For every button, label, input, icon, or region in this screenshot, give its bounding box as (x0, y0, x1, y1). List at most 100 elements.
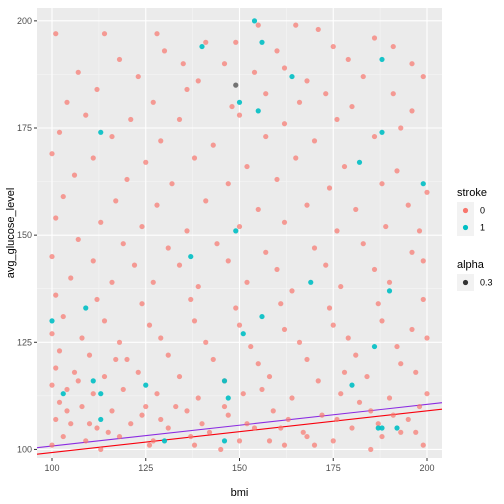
data-point-1-27 (386, 288, 393, 294)
data-point-0-7 (315, 26, 321, 33)
data-point-0-135 (394, 343, 400, 350)
data-point-0-62 (225, 181, 231, 187)
data-point-1-5 (98, 416, 104, 423)
data-point-0-26 (94, 86, 100, 93)
legend-label-alpha: 0.3 (480, 278, 493, 288)
data-point-0-127 (49, 331, 55, 337)
data-point-0-79 (236, 223, 243, 230)
data-point-0-64 (326, 185, 333, 191)
data-point-1-18 (259, 313, 265, 320)
data-point-1-9 (199, 43, 205, 50)
data-point-0-10 (161, 48, 168, 54)
data-point-1-1 (60, 391, 66, 397)
data-point-0-0 (53, 31, 59, 37)
data-point-0-73 (353, 206, 359, 213)
data-point-0-67 (60, 193, 66, 200)
x-tick-label: 125 (138, 463, 153, 473)
data-point-0-41 (281, 121, 288, 127)
data-point-0-37 (83, 112, 89, 118)
data-point-1-32 (143, 382, 149, 388)
data-point-1-4 (98, 391, 104, 397)
data-point-0-188 (83, 438, 89, 444)
data-point-0-70 (203, 198, 209, 204)
data-point-0-121 (191, 318, 198, 324)
data-point-0-185 (349, 425, 355, 431)
data-point-0-162 (240, 391, 246, 397)
data-point-1-26 (379, 425, 385, 431)
data-point-1-22 (371, 343, 378, 350)
x-tick-label: 150 (232, 463, 247, 473)
data-point-0-45 (109, 133, 115, 140)
data-point-0-119 (101, 318, 108, 324)
data-point-0-147 (71, 369, 78, 375)
data-point-0-63 (274, 176, 280, 183)
data-point-0-71 (255, 206, 261, 213)
data-point-1-10 (221, 378, 228, 384)
data-point-0-217 (105, 429, 111, 435)
data-point-0-214 (278, 425, 284, 431)
data-point-0-13 (116, 56, 123, 63)
data-point-0-9 (390, 43, 396, 50)
data-point-0-28 (263, 91, 269, 97)
data-point-0-33 (229, 103, 235, 110)
data-point-0-209 (341, 369, 348, 375)
y-tick-label: 150 (17, 230, 32, 240)
data-point-0-211 (86, 421, 93, 427)
data-point-0-124 (330, 322, 336, 328)
data-point-0-78 (184, 228, 190, 234)
data-point-0-74 (405, 202, 411, 208)
data-point-0-205 (173, 403, 179, 410)
data-point-0-140 (165, 352, 171, 358)
data-point-0-95 (176, 262, 183, 268)
data-point-0-191 (191, 442, 198, 448)
data-point-0-126 (409, 326, 415, 333)
data-point-0-87 (214, 241, 220, 247)
data-point-0-40 (236, 112, 243, 118)
data-point-0-116 (375, 301, 381, 307)
data-point-0-189 (116, 433, 123, 440)
data-point-0-61 (169, 181, 175, 187)
data-point-0-69 (154, 202, 160, 208)
data-point-0-12 (330, 43, 336, 50)
data-point-0-57 (341, 163, 348, 170)
data-point-0-161 (195, 395, 201, 401)
x-tick-label: 175 (326, 463, 341, 473)
data-point-0-2 (154, 31, 160, 37)
data-point-0-197 (49, 442, 55, 448)
data-point-0-4 (233, 39, 239, 45)
data-point-0-53 (143, 159, 149, 165)
data-point-0-180 (128, 421, 134, 427)
y-tick-label: 200 (17, 16, 32, 26)
data-point-0-223 (188, 433, 194, 440)
data-point-0-183 (251, 425, 258, 431)
data-point-0-46 (158, 138, 164, 144)
data-point-0-182 (206, 429, 213, 435)
data-point-0-30 (390, 91, 396, 97)
data-point-0-110 (94, 296, 100, 303)
data-point-0-167 (56, 399, 63, 405)
data-point-1-24 (379, 56, 385, 63)
data-point-0-199 (146, 442, 153, 448)
data-point-0-72 (304, 202, 310, 208)
data-point-0-22 (251, 69, 258, 75)
data-point-1-19 (289, 73, 295, 80)
trend-line-0 (36, 408, 443, 455)
data-point-0-104 (195, 283, 201, 290)
trend-lines (36, 402, 443, 455)
data-point-0-19 (75, 69, 81, 75)
data-point-0-21 (195, 78, 201, 84)
data-point-0-5 (255, 22, 261, 28)
data-point-0-58 (394, 168, 400, 174)
data-point-0-130 (158, 335, 164, 341)
data-point-0-89 (311, 245, 318, 251)
data-point-0-115 (326, 305, 333, 311)
data-point-1-0 (49, 318, 55, 324)
data-point-0-172 (225, 412, 231, 418)
data-point-0-173 (270, 408, 276, 414)
data-point-0-31 (64, 99, 70, 105)
data-point-0-100 (420, 258, 426, 264)
data-point-0-97 (274, 266, 280, 273)
legend-title-alpha: alpha (457, 259, 485, 271)
data-point-0-213 (221, 403, 228, 410)
